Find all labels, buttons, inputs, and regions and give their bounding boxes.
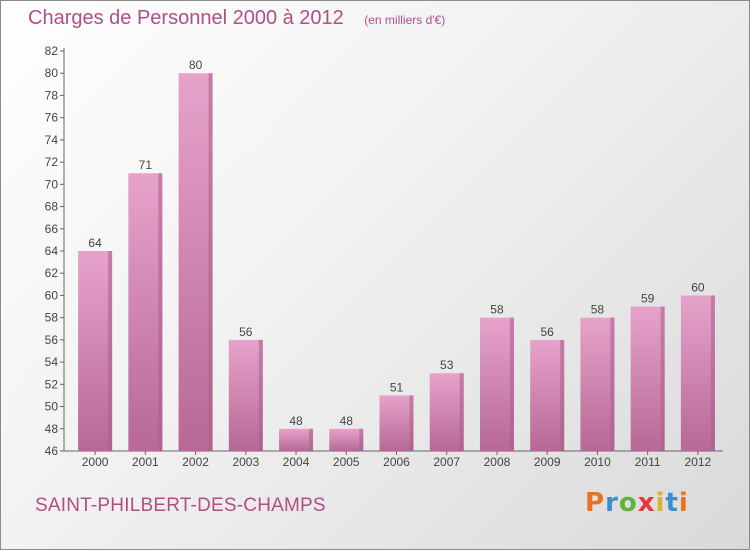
logo-letter: x bbox=[637, 488, 656, 518]
x-tick-label: 2003 bbox=[232, 455, 259, 469]
y-tick-label: 58 bbox=[45, 311, 59, 325]
bar bbox=[228, 339, 263, 451]
y-tick-label: 52 bbox=[45, 377, 59, 391]
data-label: 64 bbox=[88, 236, 102, 250]
data-label: 59 bbox=[641, 292, 655, 306]
x-tick-label: 2011 bbox=[635, 455, 661, 469]
bar bbox=[379, 395, 414, 451]
x-tick-label: 2000 bbox=[82, 455, 109, 469]
bar-shade bbox=[258, 339, 263, 451]
y-tick-label: 62 bbox=[45, 266, 59, 280]
y-tick-label: 50 bbox=[45, 400, 59, 414]
bar-shade bbox=[108, 251, 113, 451]
logo-letter: o bbox=[618, 488, 638, 518]
data-label: 56 bbox=[541, 325, 555, 339]
bar-shade bbox=[459, 373, 464, 451]
y-tick-label: 74 bbox=[45, 133, 59, 147]
y-tick-label: 54 bbox=[45, 355, 59, 369]
y-tick-label: 72 bbox=[45, 155, 59, 169]
bar-shade bbox=[610, 317, 615, 451]
data-label: 48 bbox=[289, 414, 303, 428]
x-tick-label: 2004 bbox=[283, 455, 310, 469]
bar-shade bbox=[409, 395, 414, 451]
data-label: 60 bbox=[691, 280, 705, 294]
data-label: 58 bbox=[490, 303, 504, 317]
x-tick-label: 2007 bbox=[433, 455, 460, 469]
y-tick-label: 64 bbox=[45, 244, 59, 258]
chart-title: Charges de Personnel 2000 à 2012 bbox=[28, 7, 344, 29]
bar-shade bbox=[660, 306, 665, 451]
y-tick-label: 66 bbox=[45, 222, 59, 236]
bar bbox=[630, 306, 665, 451]
bar bbox=[329, 428, 364, 451]
data-label: 71 bbox=[139, 158, 153, 172]
x-tick-label: 2006 bbox=[383, 455, 410, 469]
bar-shade bbox=[309, 428, 314, 451]
bar-shade bbox=[359, 428, 364, 451]
y-tick-label: 60 bbox=[45, 288, 59, 302]
data-label: 51 bbox=[390, 380, 404, 394]
x-tick-label: 2005 bbox=[333, 455, 360, 469]
bar bbox=[530, 339, 565, 451]
bar bbox=[429, 373, 464, 451]
bar bbox=[580, 317, 615, 451]
bar-shade bbox=[158, 173, 163, 451]
x-tick-label: 2010 bbox=[584, 455, 611, 469]
y-tick-label: 46 bbox=[45, 444, 59, 458]
bar-shade bbox=[560, 339, 565, 451]
data-label: 53 bbox=[440, 358, 454, 372]
x-tick-label: 2009 bbox=[534, 455, 561, 469]
bar-shade bbox=[710, 295, 715, 451]
x-tick-label: 2002 bbox=[182, 455, 209, 469]
y-tick-label: 70 bbox=[45, 177, 59, 191]
logo-letter: t bbox=[665, 488, 679, 518]
y-tick-label: 68 bbox=[45, 200, 59, 214]
y-tick-label: 76 bbox=[45, 111, 59, 125]
data-label: 56 bbox=[239, 325, 253, 339]
x-tick-label: 2012 bbox=[685, 455, 712, 469]
x-tick-label: 2001 bbox=[132, 455, 159, 469]
proxiti-logo[interactable]: Proxiti bbox=[585, 488, 689, 518]
bar bbox=[680, 295, 715, 451]
bar bbox=[279, 428, 314, 451]
y-tick-label: 78 bbox=[45, 88, 59, 102]
logo-letter: i bbox=[678, 488, 689, 518]
y-tick-label: 48 bbox=[45, 422, 59, 436]
bar bbox=[128, 173, 163, 451]
data-label: 58 bbox=[591, 303, 605, 317]
bar bbox=[178, 73, 213, 451]
logo-letter: i bbox=[655, 488, 666, 518]
bar-shade bbox=[208, 73, 213, 451]
y-tick-label: 80 bbox=[45, 66, 59, 80]
bar-shade bbox=[509, 317, 514, 451]
chart-header: Charges de Personnel 2000 à 2012 (en mil… bbox=[28, 7, 445, 30]
y-tick-label: 56 bbox=[45, 333, 59, 347]
x-tick-label: 2008 bbox=[484, 455, 511, 469]
town-name: SAINT-PHILBERT-DES-CHAMPS bbox=[35, 495, 326, 516]
data-label: 80 bbox=[189, 58, 203, 72]
logo-letter: r bbox=[605, 488, 619, 518]
logo-letter: P bbox=[585, 488, 606, 518]
bar bbox=[78, 251, 113, 451]
y-tick-label: 82 bbox=[45, 44, 59, 58]
chart-unit: (en milliers d'€) bbox=[364, 13, 446, 27]
data-label: 48 bbox=[340, 414, 354, 428]
bar bbox=[479, 317, 514, 451]
